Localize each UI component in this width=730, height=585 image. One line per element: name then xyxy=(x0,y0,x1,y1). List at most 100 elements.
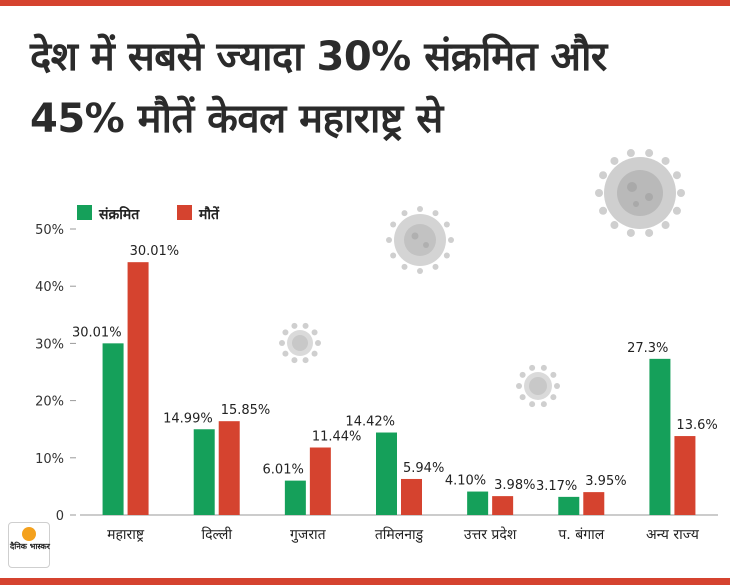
legend-swatch-deaths xyxy=(177,205,192,220)
bar-infected xyxy=(102,343,124,515)
virus-spike xyxy=(282,350,289,357)
data-label-deaths: 3.98% xyxy=(494,478,535,493)
data-label-deaths: 5.94% xyxy=(403,461,444,476)
virus-spike xyxy=(432,210,439,217)
bar-infected xyxy=(193,429,215,515)
data-label-infected: 6.01% xyxy=(263,463,304,478)
virus-spike xyxy=(401,210,408,217)
bar-deaths xyxy=(401,478,422,515)
x-tick-label: गुजरात xyxy=(290,527,327,543)
publisher-logo: दैनिक भास्कर xyxy=(8,522,50,568)
bar-deaths xyxy=(583,492,605,515)
headline: देश में सबसे ज्यादा 30% संक्रमित और 45% … xyxy=(30,26,720,150)
virus-spike xyxy=(540,401,547,408)
virus-spike xyxy=(677,189,685,197)
virus-spike xyxy=(386,237,392,243)
data-label-deaths: 13.6% xyxy=(676,418,717,433)
bar-infected xyxy=(467,491,489,515)
virus-icon-large xyxy=(604,157,676,229)
legend-swatch-infected xyxy=(77,205,92,220)
virus-spike xyxy=(540,364,547,371)
x-tick-label: अन्य राज्य xyxy=(646,527,700,543)
bottom-accent-bar xyxy=(0,578,730,585)
legend: संक्रमित मौतें xyxy=(77,205,220,223)
virus-spike xyxy=(599,206,608,215)
data-label-deaths: 30.01% xyxy=(130,244,180,259)
x-tick-label: प. बंगाल xyxy=(558,527,604,543)
data-label-infected: 3.17% xyxy=(536,479,577,494)
virus-spike xyxy=(529,401,536,408)
virus-spike xyxy=(599,171,608,180)
virus-spike xyxy=(401,263,408,270)
virus-spike xyxy=(519,371,526,378)
data-label-deaths: 11.44% xyxy=(312,430,362,445)
virus-spike xyxy=(529,364,536,371)
virus-spike xyxy=(661,156,670,165)
bar-infected xyxy=(284,480,306,515)
virus-spike xyxy=(279,340,285,346)
virus-spike xyxy=(315,340,321,346)
bars xyxy=(102,262,696,515)
virus-icon-small-2 xyxy=(524,372,552,400)
virus-spike xyxy=(610,221,619,230)
bar-deaths xyxy=(218,421,240,515)
data-label-infected: 14.42% xyxy=(345,415,395,430)
virus-spike xyxy=(626,149,635,158)
data-label-deaths: 3.95% xyxy=(585,474,626,489)
virus-spike xyxy=(311,329,318,336)
virus-spike xyxy=(645,228,654,237)
virus-spike xyxy=(672,171,681,180)
y-axis: 0 10% 20% 30% 40% 50% xyxy=(35,223,718,524)
y-tick-label: 20% xyxy=(35,395,64,410)
virus-spike xyxy=(554,383,560,389)
bar-infected xyxy=(649,358,671,515)
y-tick-label: 50% xyxy=(35,223,64,238)
bar-deaths xyxy=(309,447,331,515)
x-tick-label: उत्तर प्रदेश xyxy=(464,526,517,543)
virus-spike xyxy=(417,206,423,212)
headline-line-1: देश में सबसे ज्यादा 30% संक्रमित और xyxy=(30,34,607,80)
virus-spike xyxy=(661,221,670,230)
x-tick-label: महाराष्ट्र xyxy=(107,527,145,543)
virus-spike xyxy=(645,149,654,158)
bar-labels: 30.01% 30.01% 14.99% 15.85% 6.01% 11.44%14.42… xyxy=(72,244,718,494)
virus-spike xyxy=(610,156,619,165)
x-axis-labels: महाराष्ट्र दिल्ली गुजरात तमिलनाडु उत्तर प्रद… xyxy=(107,526,700,543)
bar-infected xyxy=(558,496,580,515)
y-tick-label: 40% xyxy=(35,280,64,295)
virus-icon-small-1 xyxy=(287,330,313,356)
virus-spike xyxy=(302,322,309,329)
virus-spike xyxy=(291,357,298,364)
bar-deaths xyxy=(127,262,149,515)
x-tick-label: दिल्ली xyxy=(201,526,232,543)
virus-spike xyxy=(417,268,423,274)
virus-spike xyxy=(443,221,450,228)
virus-spike xyxy=(448,237,454,243)
data-label-deaths: 15.85% xyxy=(221,403,271,418)
bar-deaths xyxy=(492,496,514,515)
data-label-infected: 4.10% xyxy=(445,474,486,489)
virus-spike xyxy=(672,206,681,215)
logo-text: दैनिक भास्कर xyxy=(10,542,50,551)
virus-spike xyxy=(390,252,397,259)
legend-label-deaths: मौतें xyxy=(198,206,220,223)
virus-spike xyxy=(519,394,526,401)
data-label-infected: 27.3% xyxy=(627,341,668,356)
data-label-infected: 14.99% xyxy=(163,411,213,426)
virus-spike xyxy=(390,221,397,228)
virus-spike xyxy=(443,252,450,259)
y-tick-label: 30% xyxy=(35,337,64,352)
data-label-infected: 30.01% xyxy=(72,325,122,340)
y-tick-label: 0 xyxy=(56,509,64,524)
virus-spike xyxy=(626,228,635,237)
legend-label-infected: संक्रमित xyxy=(98,206,140,223)
virus-spike xyxy=(311,350,318,357)
virus-icon-medium xyxy=(394,214,446,266)
bar-infected xyxy=(376,432,397,515)
x-tick-label: तमिलनाडु xyxy=(375,526,424,543)
logo-sun-icon xyxy=(22,527,36,541)
virus-spike xyxy=(282,329,289,336)
virus-spike xyxy=(516,383,522,389)
virus-spike xyxy=(595,189,603,197)
